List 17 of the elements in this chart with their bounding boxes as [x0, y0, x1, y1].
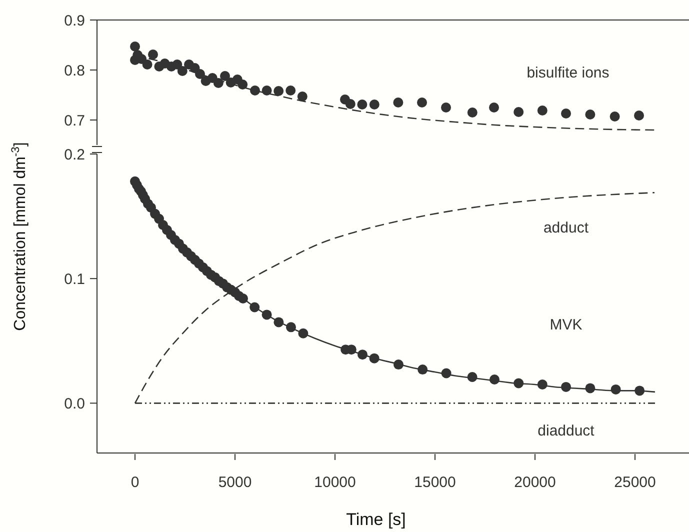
- x-tick-label: 25000: [614, 474, 656, 491]
- y-tick-label: 0.1: [64, 270, 85, 288]
- annotation: MVK: [550, 316, 582, 334]
- x-axis-title: Time [s]: [346, 510, 406, 529]
- x-tick-label: 5000: [218, 474, 252, 491]
- x-tick-label: 20000: [514, 474, 556, 491]
- y-tick-label: 0.7: [64, 112, 85, 130]
- x-tick-label: 0: [130, 474, 140, 491]
- annotation: diadduct: [538, 422, 596, 440]
- x-tick-label: 15000: [414, 474, 456, 491]
- x-tick-label: 10000: [314, 474, 356, 491]
- y-tick-label: 0.0: [64, 395, 85, 412]
- annotation: adduct: [543, 219, 590, 236]
- y-tick-label: 0.9: [64, 12, 85, 30]
- annotation: bisulfite ions: [526, 64, 610, 82]
- y-tick-label: 0.8: [64, 62, 85, 80]
- y-tick-label: 0.2: [64, 146, 85, 164]
